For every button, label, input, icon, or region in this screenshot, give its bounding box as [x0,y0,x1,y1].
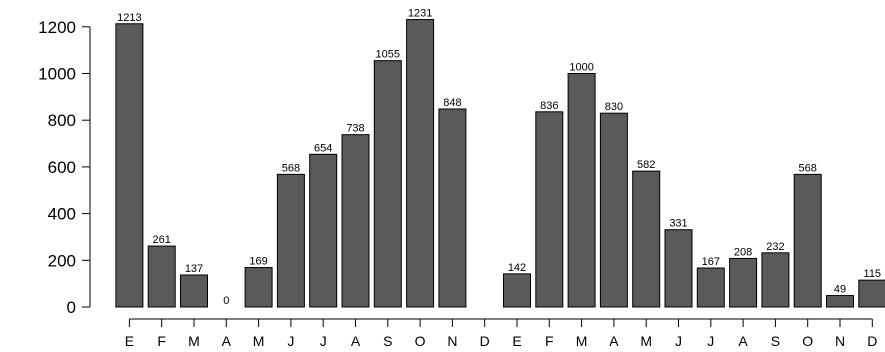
bar [180,274,208,308]
x-tick-label: J [707,333,714,349]
bar [696,267,725,308]
bar [406,19,435,308]
x-tick-label: A [738,333,748,349]
bar [793,173,822,308]
data-label: 232 [766,241,784,253]
data-label: 0 [223,295,229,307]
data-label: 654 [314,142,332,154]
data-label: 568 [282,162,300,174]
bar [858,279,885,308]
x-tick-label: S [771,333,780,349]
x-tick-label: M [640,333,652,349]
data-label: 836 [540,100,558,112]
x-tick-label: F [157,333,166,349]
bar [341,134,370,308]
x-tick-label: S [383,333,392,349]
x-tick-label: D [867,333,877,349]
x-tick-label: A [222,333,232,349]
bar [147,245,176,308]
data-label: 1000 [569,62,593,74]
x-tick-label: J [320,333,327,349]
x-tick-label: N [835,333,845,349]
y-tick-label: 400 [48,205,76,224]
y-tick-label: 600 [48,158,76,177]
x-tick-label: J [287,333,294,349]
x-tick-label: D [480,333,490,349]
data-label: 167 [702,256,720,268]
bar [373,60,402,308]
data-label: 331 [669,218,687,230]
bar [244,267,273,308]
x-tick-label: M [253,333,265,349]
y-axis: 0 200 400 600 800 1000 1200 [38,18,91,317]
x-tick-label: F [545,333,554,349]
data-label: 830 [605,101,623,113]
bar [535,111,564,308]
bar [309,153,338,308]
x-tick-label: N [447,333,457,349]
x-tick-label: O [415,333,426,349]
x-tick-label: O [802,333,813,349]
x-tick-label: M [188,333,200,349]
bars [115,19,885,308]
bar [826,295,854,308]
x-tick-label: A [351,333,361,349]
x-tick-label: E [512,333,521,349]
bar [632,170,661,308]
bar [276,173,305,308]
data-label: 142 [508,262,526,274]
bar [664,229,693,308]
data-label: 49 [834,284,846,296]
x-tick-label: A [609,333,619,349]
data-label: 738 [346,123,364,135]
y-tick-label: 1000 [38,65,76,84]
data-label: 1055 [376,49,400,61]
x-tick-label: J [675,333,682,349]
data-label: 115 [864,268,882,280]
data-label: 169 [249,256,267,268]
data-label: 582 [637,159,655,171]
bar [503,273,531,308]
data-label: 1213 [117,12,141,24]
data-label: 261 [153,234,171,246]
data-label: 1231 [408,8,432,20]
bar [761,252,790,308]
y-tick-label: 200 [48,251,76,270]
data-label: 208 [734,246,752,258]
data-label: 568 [799,162,817,174]
x-tick-label: E [125,333,134,349]
bar [567,73,596,308]
y-tick-label: 0 [67,298,76,317]
bar [438,108,467,308]
data-labels: 1213 261 137 0 169 568 654 738 1055 1231 848 142 836… [117,8,881,307]
y-tick-label: 1200 [38,18,76,37]
bar [599,112,628,308]
y-tick-label: 800 [48,111,76,130]
bar [729,257,758,308]
data-label: 848 [443,97,461,109]
x-tick-label: M [576,333,588,349]
bar [115,23,144,308]
data-label: 137 [185,263,203,275]
